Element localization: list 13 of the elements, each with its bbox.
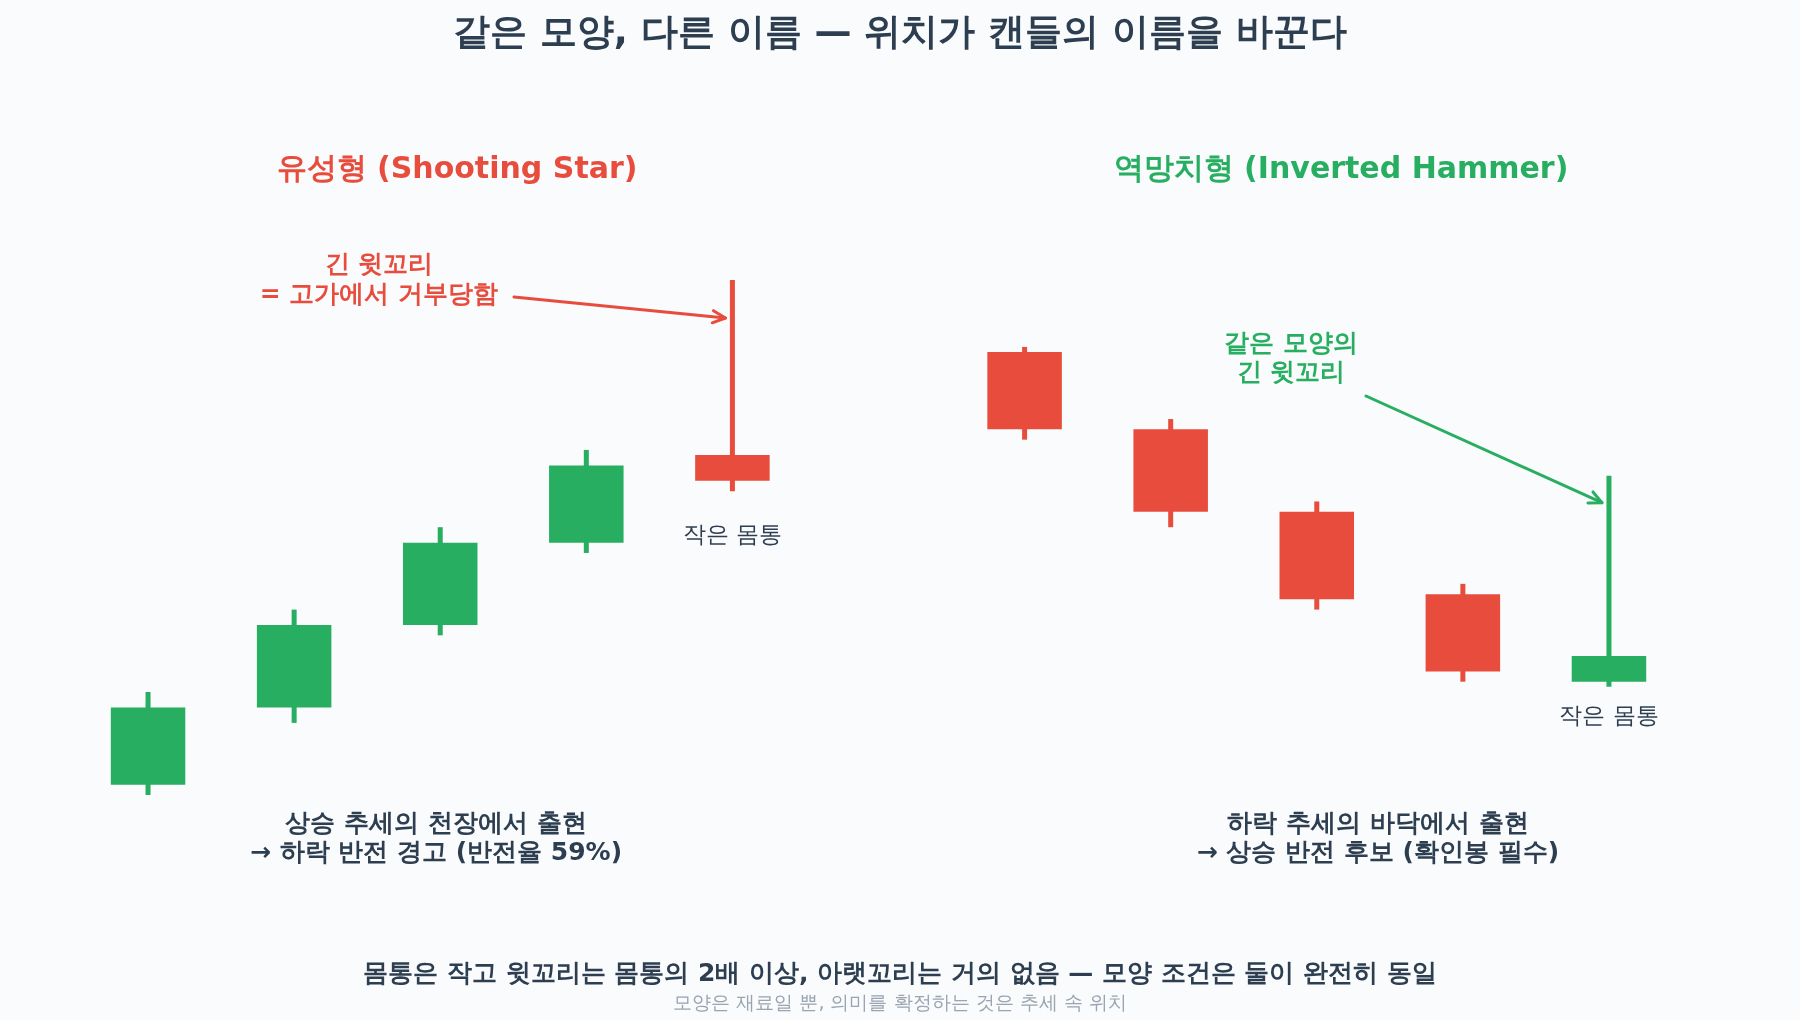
annotation: 작은 몸통 [1559, 701, 1659, 728]
text: 역망치형 (Inverted Hammer) [1113, 149, 1569, 185]
annotation: 작은 몸통 [682, 520, 783, 547]
text: 유성형 (Shooting Star) [276, 149, 638, 185]
annotation: 긴 윗꼬리 = 고가에서 거부당함 [259, 248, 499, 308]
annotation: 같은 모양의 긴 윗꼬리 [1224, 327, 1358, 386]
text: 상승 추세의 천장에서 출현 → 하락 반전 경고 (반전율 59%) [249, 807, 623, 866]
candlestick [1571, 475, 1647, 687]
text: 하락 추세의 바닥에서 출현 → 상승 반전 후보 (확인봉 필수) [1196, 807, 1560, 866]
text: 몸통은 작고 윗꼬리는 몸통의 2배 이상, 아랫꼬리는 거의 없음 — 모양 조건은 둘이 완전히 동일 [363, 957, 1437, 987]
text: 모양은 재료일 뿐, 의미를 확정하는 것은 추세 속 위치 [673, 990, 1127, 1013]
chart-title: 같은 모양, 다른 이름 — 위치가 캔들의 이름을 바꾼다 [452, 9, 1348, 53]
candlestick [695, 280, 770, 492]
